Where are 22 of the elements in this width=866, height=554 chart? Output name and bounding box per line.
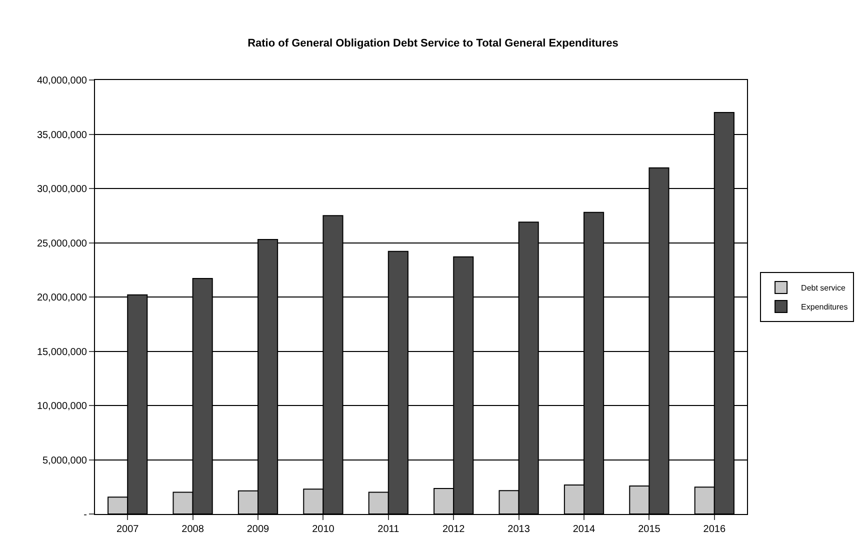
legend-label: Debt service <box>801 284 846 293</box>
x-tick-label: 2010 <box>312 524 335 535</box>
y-tick-label: 35,000,000 <box>36 130 88 141</box>
x-tick-label: 2016 <box>703 524 726 535</box>
x-tick-label: 2013 <box>508 524 530 535</box>
x-tick-label: 2015 <box>638 524 661 535</box>
y-tick-label: 40,000,000 <box>36 76 88 86</box>
x-tick-label: 2008 <box>182 524 204 535</box>
chart-title: Ratio of General Obligation Debt Service to Total General Expenditures <box>248 37 618 50</box>
y-tick-label: 25,000,000 <box>36 238 88 250</box>
y-tick-label: 5,000,000 <box>42 455 88 466</box>
x-tick-label: 2014 <box>572 524 596 535</box>
y-tick-label: - <box>84 510 87 520</box>
y-tick-label: 20,000,000 <box>36 292 88 304</box>
x-tick-label: 2007 <box>116 524 140 535</box>
x-tick-label: 2011 <box>378 524 400 535</box>
y-tick-label: 15,000,000 <box>36 346 88 358</box>
x-tick-label: 2012 <box>442 524 466 535</box>
y-tick-label: 10,000,000 <box>36 401 88 412</box>
y-tick-label: 30,000,000 <box>36 184 88 195</box>
legend-label: Expenditures <box>801 302 848 312</box>
x-tick-label: 2009 <box>246 524 270 535</box>
